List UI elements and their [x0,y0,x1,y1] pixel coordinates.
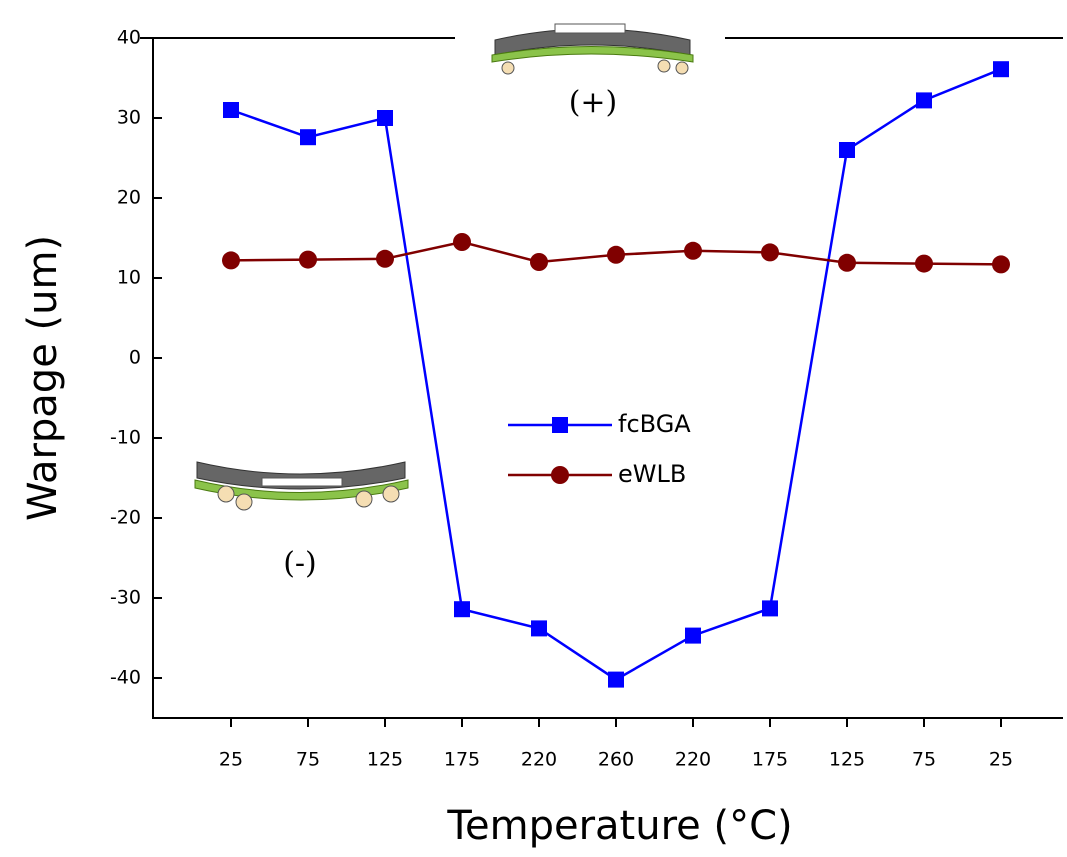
y-tick-label: 20 [117,187,141,209]
y-tick-label: -40 [110,667,141,689]
x-tick-label: 220 [675,749,711,771]
legend-label: fcBGA [618,410,691,438]
legend-marker [552,417,568,433]
point [376,249,394,268]
point [607,245,625,264]
y-tick-label: 40 [117,27,141,49]
point [838,253,856,272]
point [530,253,548,271]
x-tick-label: 25 [989,749,1013,771]
point [222,251,240,270]
point [300,129,316,146]
point [223,102,239,118]
x-axis-label: Temperature (°C) [446,803,792,849]
x-tick-label: 125 [367,749,403,771]
x-tick-label: 75 [296,749,320,771]
point [916,92,932,109]
x-tick-label: 175 [444,749,480,771]
y-tick-label: 0 [129,347,141,369]
point [377,110,393,126]
annotation: (-) [283,546,317,581]
x-tick-label: 175 [752,749,788,771]
legend-marker [551,466,569,484]
icon-positive [491,23,694,75]
point [608,671,624,688]
point [993,61,1009,78]
annotation: (+) [569,85,618,120]
point [684,241,702,260]
y-tick-label: -20 [110,507,141,529]
point [531,620,547,637]
y-tick-label: 30 [117,107,141,129]
point [992,255,1010,274]
y-tick-label: -30 [110,587,141,609]
x-tick-label: 125 [829,749,865,771]
point [761,243,779,262]
icon-negative [194,461,409,511]
y-tick-label: 10 [117,267,141,289]
axes [140,37,1063,719]
legend-label: eWLB [618,460,686,488]
point [915,254,933,273]
y-tick-label: -10 [110,427,141,449]
x-tick-label: 75 [912,749,936,771]
x-tick-label: 260 [598,749,634,771]
x-tick-label: 220 [521,749,557,771]
series-line [230,68,1002,682]
point [762,600,778,617]
y-axis-label: Warpage (um) [20,235,66,521]
point [685,627,701,644]
point [839,142,855,158]
point [299,250,317,269]
x-tick-label: 25 [219,749,243,771]
point [453,233,471,251]
point [454,601,470,618]
